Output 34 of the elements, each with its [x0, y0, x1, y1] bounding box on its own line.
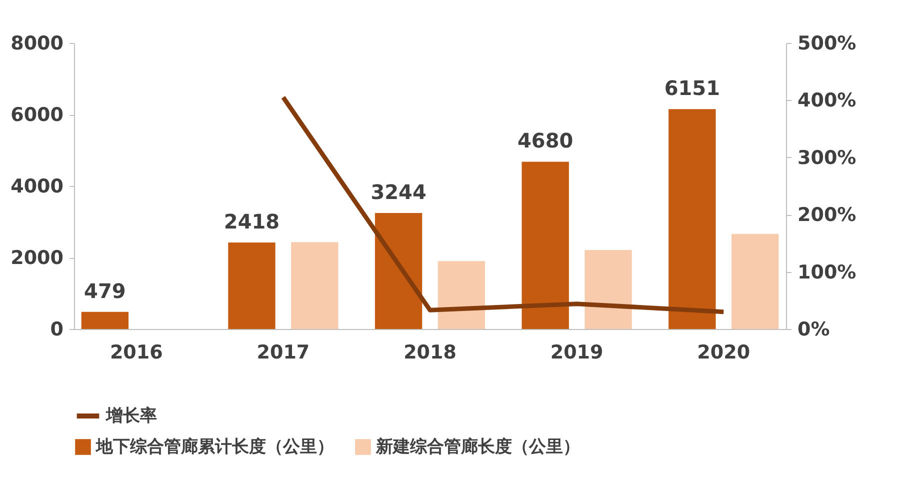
x-tick-label: 2016: [110, 342, 163, 364]
bar: [584, 250, 632, 329]
y2-tick-label: 200%: [798, 204, 856, 226]
y2-tick-label: 400%: [798, 90, 856, 112]
y-tick-label: 0: [50, 318, 64, 340]
y-tick-label: 8000: [10, 32, 64, 54]
y2-tick-label: 100%: [798, 261, 856, 284]
bar: [374, 213, 422, 329]
bar: [668, 109, 716, 329]
data-label: 4680: [518, 128, 574, 153]
x-tick-label: 2019: [550, 342, 604, 364]
y-tick-label: 2000: [10, 247, 64, 269]
legend-label: 地下综合管廊累计长度（公里）: [95, 437, 334, 457]
y2-tick-label: 0%: [798, 318, 830, 340]
line-series: [280, 95, 726, 314]
bar: [731, 234, 779, 329]
bar: [291, 242, 338, 329]
x-tick-label: 2017: [256, 342, 310, 364]
bar: [522, 162, 569, 329]
data-label: 2418: [224, 210, 280, 234]
bar: [228, 242, 276, 329]
x-tick-label: 2018: [404, 342, 456, 364]
bar: [438, 261, 486, 329]
y-tick-label: 4000: [10, 176, 64, 198]
data-label: 3244: [370, 180, 426, 204]
data-label: 6151: [664, 76, 720, 100]
legend-label: 增长率: [105, 406, 157, 426]
bar: [81, 312, 129, 329]
y2-tick-label: 300%: [798, 146, 856, 169]
legend-label: 新建综合管廊长度（公里）: [375, 437, 580, 457]
data-label: 479: [84, 278, 126, 303]
y-tick-label: 6000: [10, 104, 64, 126]
y2-tick-label: 500%: [798, 32, 856, 54]
x-tick-label: 2020: [697, 342, 750, 364]
